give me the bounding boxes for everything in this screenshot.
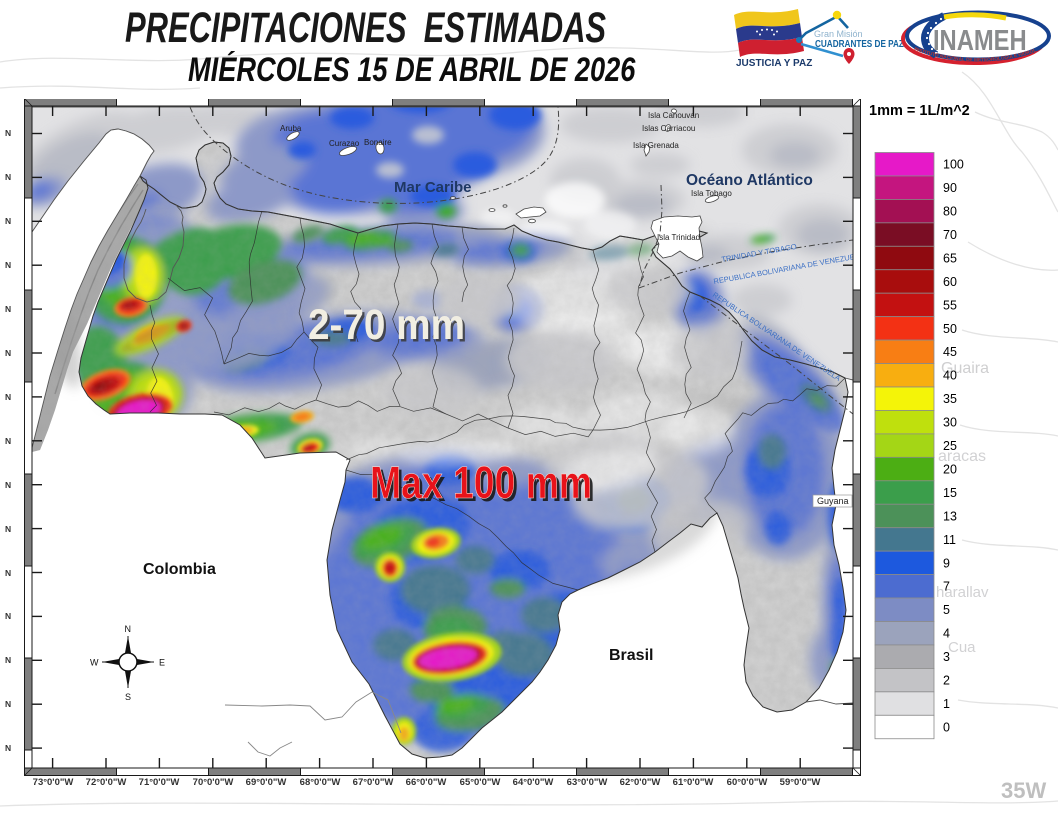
svg-text:45: 45 (943, 345, 957, 359)
svg-text:Guyana: Guyana (817, 496, 849, 506)
svg-text:11: 11 (943, 533, 956, 547)
svg-text:5: 5 (943, 603, 950, 617)
svg-text:Curazao: Curazao (329, 139, 360, 148)
svg-text:JUSTICIA Y PAZ: JUSTICIA Y PAZ (736, 58, 812, 69)
svg-text:S: S (125, 692, 131, 702)
svg-text:harallav: harallav (936, 584, 989, 601)
svg-text:N: N (125, 624, 132, 634)
svg-text:70: 70 (943, 228, 957, 242)
svg-text:CUADRANTES DE PAZ: CUADRANTES DE PAZ (815, 37, 904, 49)
svg-text:7: 7 (943, 580, 950, 594)
svg-text:35W: 35W (1001, 778, 1046, 803)
svg-text:W: W (90, 658, 99, 668)
svg-text:2-70 mm: 2-70 mm (308, 300, 465, 348)
svg-text:1: 1 (943, 697, 950, 711)
svg-text:40: 40 (943, 369, 957, 383)
svg-text:25: 25 (943, 439, 957, 453)
svg-text:Isla Tobago: Isla Tobago (691, 189, 732, 198)
svg-text:Gran Misión: Gran Misión (814, 29, 863, 39)
svg-text:Bonaire: Bonaire (364, 138, 392, 147)
svg-text:Guaira: Guaira (941, 360, 989, 377)
svg-text:0: 0 (943, 720, 950, 734)
svg-text:65: 65 (943, 251, 957, 265)
svg-text:9: 9 (943, 556, 950, 570)
svg-text:30: 30 (943, 416, 957, 430)
svg-text:Max 100 mm: Max 100 mm (370, 458, 592, 508)
svg-text:90: 90 (943, 181, 957, 195)
svg-text:E: E (159, 658, 165, 668)
svg-text:50: 50 (943, 322, 957, 336)
svg-text:INAMEH: INAMEH (933, 24, 1027, 57)
svg-text:Aruba: Aruba (280, 124, 302, 133)
svg-text:4: 4 (943, 627, 950, 641)
svg-text:Islas Carriacou: Islas Carriacou (642, 124, 695, 133)
svg-text:Max 100 mm: Max 100 mm (373, 461, 595, 511)
svg-text:60: 60 (943, 275, 957, 289)
svg-text:Océano Atlántico: Océano Atlántico (686, 172, 813, 189)
svg-text:2: 2 (943, 674, 950, 688)
svg-text:35: 35 (943, 392, 957, 406)
svg-text:100: 100 (943, 158, 964, 172)
svg-text:55: 55 (943, 298, 957, 312)
svg-text:Cua: Cua (948, 639, 976, 656)
svg-text:3: 3 (943, 650, 950, 664)
svg-text:Isla Grenada: Isla Grenada (633, 141, 679, 150)
svg-text:20: 20 (943, 462, 957, 476)
svg-text:Colombia: Colombia (143, 561, 216, 578)
svg-text:Isla Trinidad: Isla Trinidad (657, 233, 700, 242)
svg-text:aracas: aracas (938, 448, 986, 465)
svg-text:80: 80 (943, 205, 957, 219)
svg-text:2-70 mm: 2-70 mm (310, 303, 467, 351)
svg-text:Isla Canouvan: Isla Canouvan (648, 111, 699, 120)
svg-text:13: 13 (943, 509, 957, 523)
svg-text:Brasil: Brasil (609, 647, 653, 664)
svg-text:15: 15 (943, 486, 957, 500)
svg-text:Mar Caribe: Mar Caribe (394, 179, 472, 196)
